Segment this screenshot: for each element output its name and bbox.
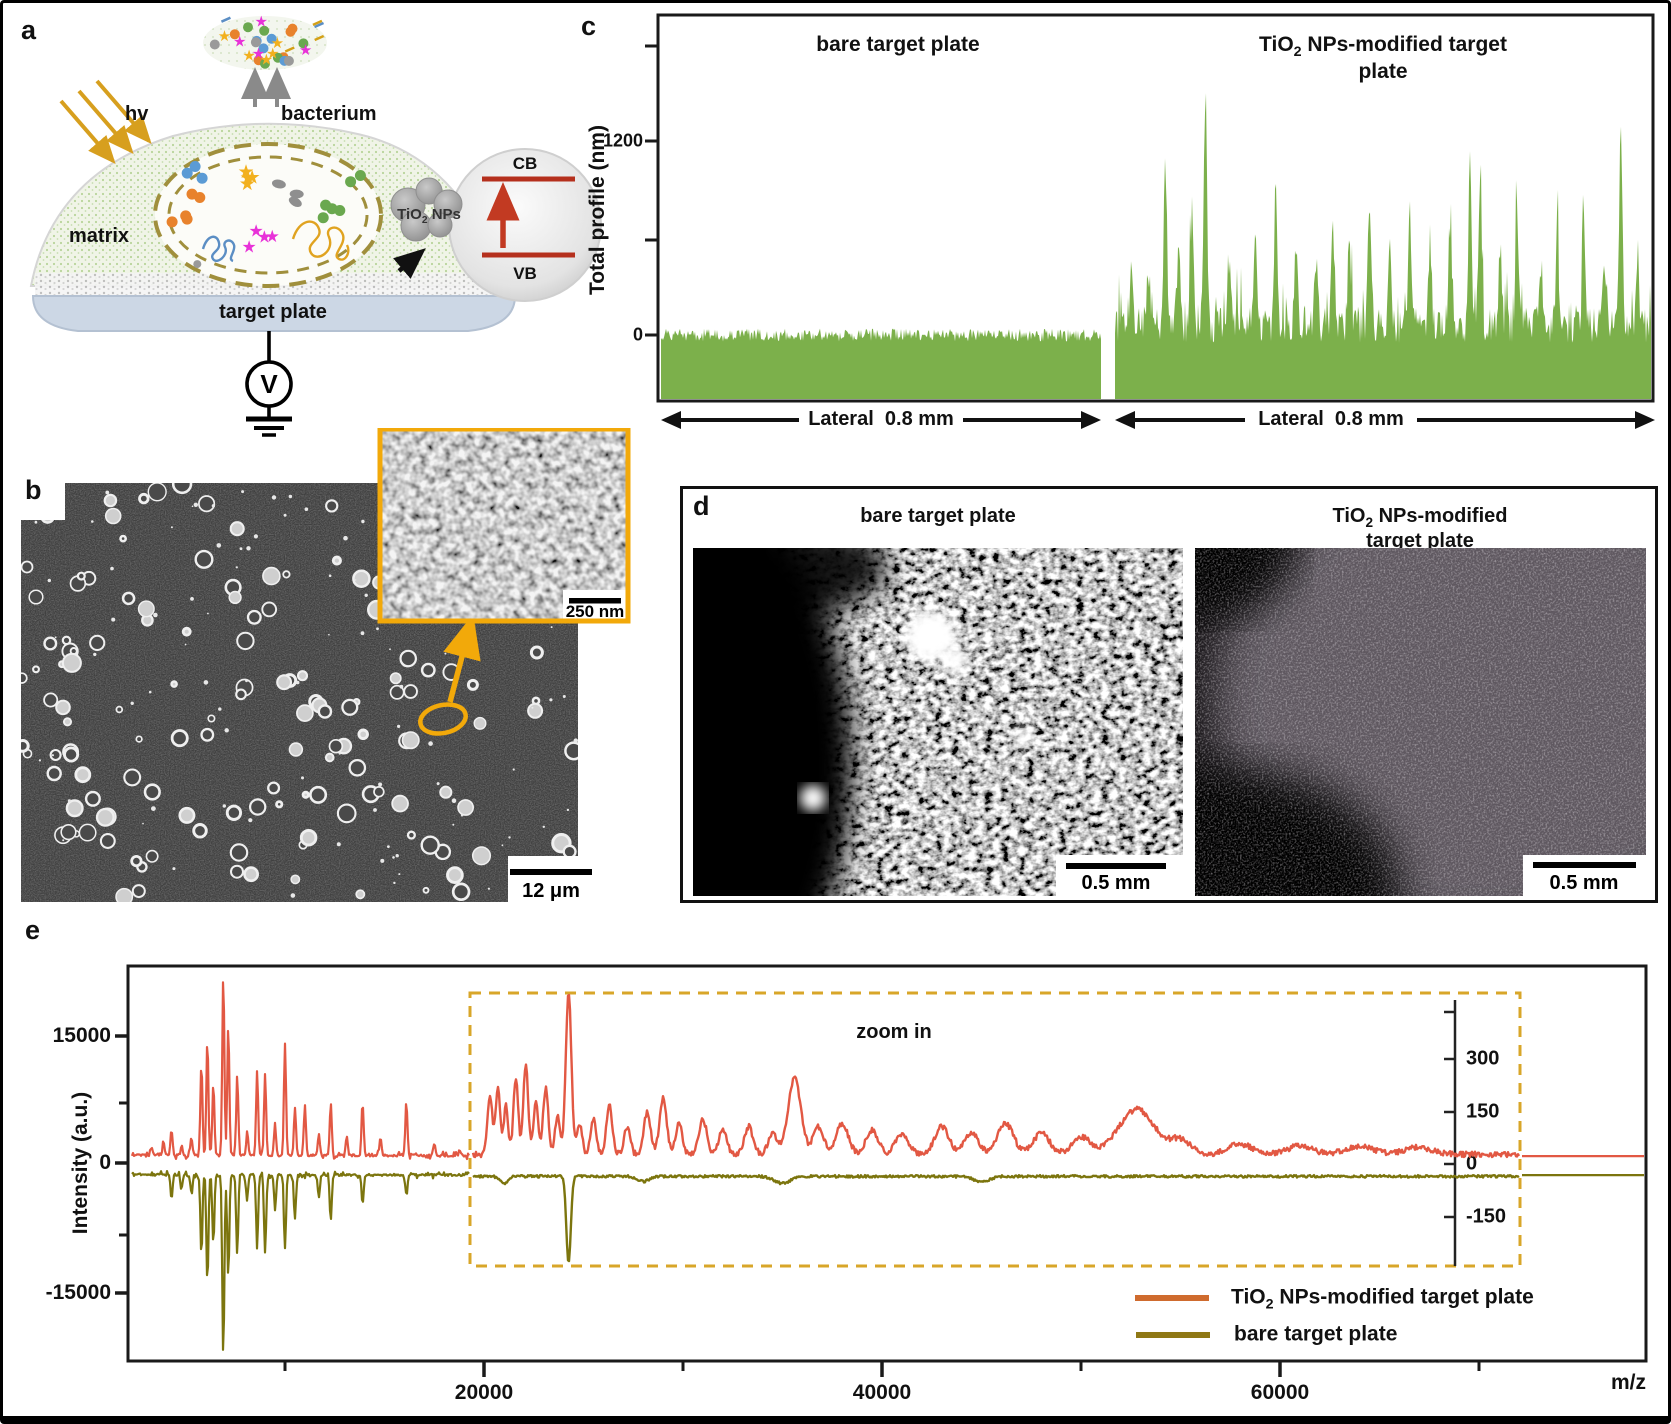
hv-light-arrows — [59, 79, 152, 165]
svg-text:★: ★ — [271, 35, 284, 52]
legend-swatch-bare — [1136, 1332, 1210, 1338]
svg-text:★: ★ — [242, 237, 257, 256]
panel-e-ytick-15000: 15000 — [52, 1024, 111, 1047]
right-axis-tick-0: 0 — [1466, 1152, 1478, 1175]
bacterium-cell — [153, 142, 383, 288]
voltmeter-label: V — [260, 369, 278, 399]
matrix-label: matrix — [69, 225, 130, 247]
zoom-in-label: zoom in — [856, 1021, 932, 1043]
panel-e-xtick-20000: 20000 — [454, 1381, 514, 1404]
voltage-circuit — [245, 331, 293, 437]
svg-text:★: ★ — [239, 168, 256, 189]
svg-text:★: ★ — [255, 14, 268, 31]
bacterium-contents: ★★★★★★★★ — [166, 161, 366, 269]
target-plate-label: target plate — [219, 301, 327, 323]
optical-image-bare: 0.5 mm — [693, 548, 1183, 896]
target-plate-shape — [31, 295, 517, 332]
legend-swatch-modified — [1135, 1295, 1209, 1301]
svg-text:★: ★ — [260, 52, 273, 69]
panel-b-sem-image: 250 nm 12 μm — [21, 428, 631, 902]
panel-c-label: c — [581, 11, 597, 41]
inset-scale-label: 250 nm — [566, 602, 625, 621]
svg-text:★: ★ — [218, 28, 231, 45]
panel-d-box: d bare target plate TiO2 NPs-modified ta… — [680, 486, 1658, 903]
panel-c-ylabel: Total profile (nm) — [586, 125, 609, 295]
panel-c-title-right: TiO2 NPs-modified target plate — [1259, 33, 1507, 84]
sem-scale-label: 12 μm — [522, 880, 580, 902]
lateral-label-right: Lateral 0.8 mm — [1258, 408, 1404, 430]
desorption-arrows — [241, 67, 291, 107]
svg-text:★: ★ — [252, 46, 265, 63]
svg-text:★: ★ — [265, 227, 280, 246]
legend-label-modified: TiO2 NPs-modified target plate — [1231, 1285, 1534, 1313]
svg-text:★: ★ — [266, 46, 279, 63]
scale-bar-left: 0.5 mm — [1056, 855, 1183, 896]
protein-squiggle-yellow — [291, 220, 350, 261]
annotation-ellipse — [418, 702, 468, 736]
panel-a-label: a — [21, 15, 37, 45]
panel-e-xtick-40000: 40000 — [852, 1381, 912, 1404]
right-axis-tick-neg150: -150 — [1466, 1205, 1507, 1228]
right-axis-tick-150: 150 — [1466, 1100, 1500, 1123]
svg-text:★: ★ — [238, 162, 255, 183]
panel-e-ytick-0: 0 — [99, 1151, 111, 1174]
scale-label-left: 0.5 mm — [1082, 872, 1151, 894]
sem-scale-bar: 12 μm — [510, 869, 592, 902]
panel-e-ytick-neg15000: -15000 — [45, 1281, 111, 1304]
right-axis-tick-300: 300 — [1466, 1047, 1500, 1070]
panel-a-illustration: ★★★★★★★★ ★★★★★★★★ ★ CB VB — [29, 14, 602, 437]
lateral-label-left: Lateral 0.8 mm — [808, 408, 954, 430]
panel-b-label: b — [25, 475, 42, 505]
tio2-nps-label: TiO2 NPs — [397, 206, 461, 226]
svg-text:★: ★ — [242, 47, 255, 64]
svg-text:★: ★ — [233, 34, 246, 51]
panel-e-label: e — [25, 915, 41, 945]
panel-d-title-left: bare target plate — [860, 505, 1016, 527]
svg-text:★: ★ — [239, 174, 256, 195]
cb-label: CB — [513, 154, 538, 173]
svg-text:★: ★ — [257, 227, 272, 246]
bacterium-label: bacterium — [281, 103, 377, 125]
panel-e-xlabel: m/z — [1611, 1371, 1647, 1394]
np-pointer-arrow — [393, 248, 426, 279]
protein-squiggle-blue — [201, 235, 236, 263]
panel-d-title-right: TiO2 NPs-modified target plate — [1332, 505, 1508, 552]
sem-inset: 250 nm — [377, 428, 631, 624]
panel-c-ytick-1200: 1200 — [602, 130, 643, 151]
vb-label: VB — [513, 264, 537, 283]
panel-c-title-left: bare target plate — [816, 33, 980, 56]
tio2-np-cluster — [390, 177, 463, 242]
plume-contents: ★★★★★★★★ ★ — [209, 14, 325, 69]
panel-d-label: d — [693, 491, 710, 521]
hv-label: hv — [125, 103, 149, 125]
svg-text:★: ★ — [249, 222, 264, 241]
panel-e-xtick-60000: 60000 — [1250, 1381, 1310, 1404]
svg-text:★: ★ — [244, 167, 261, 188]
scale-label-right: 0.5 mm — [1550, 872, 1619, 894]
inset-pointer-arrow — [443, 614, 481, 703]
svg-text:★: ★ — [299, 42, 312, 59]
panel-c-ytick-0: 0 — [632, 324, 643, 345]
optical-image-modified: 0.5 mm — [1195, 548, 1646, 896]
legend-label-bare: bare target plate — [1234, 1322, 1398, 1346]
scale-bar-right: 0.5 mm — [1523, 855, 1646, 896]
